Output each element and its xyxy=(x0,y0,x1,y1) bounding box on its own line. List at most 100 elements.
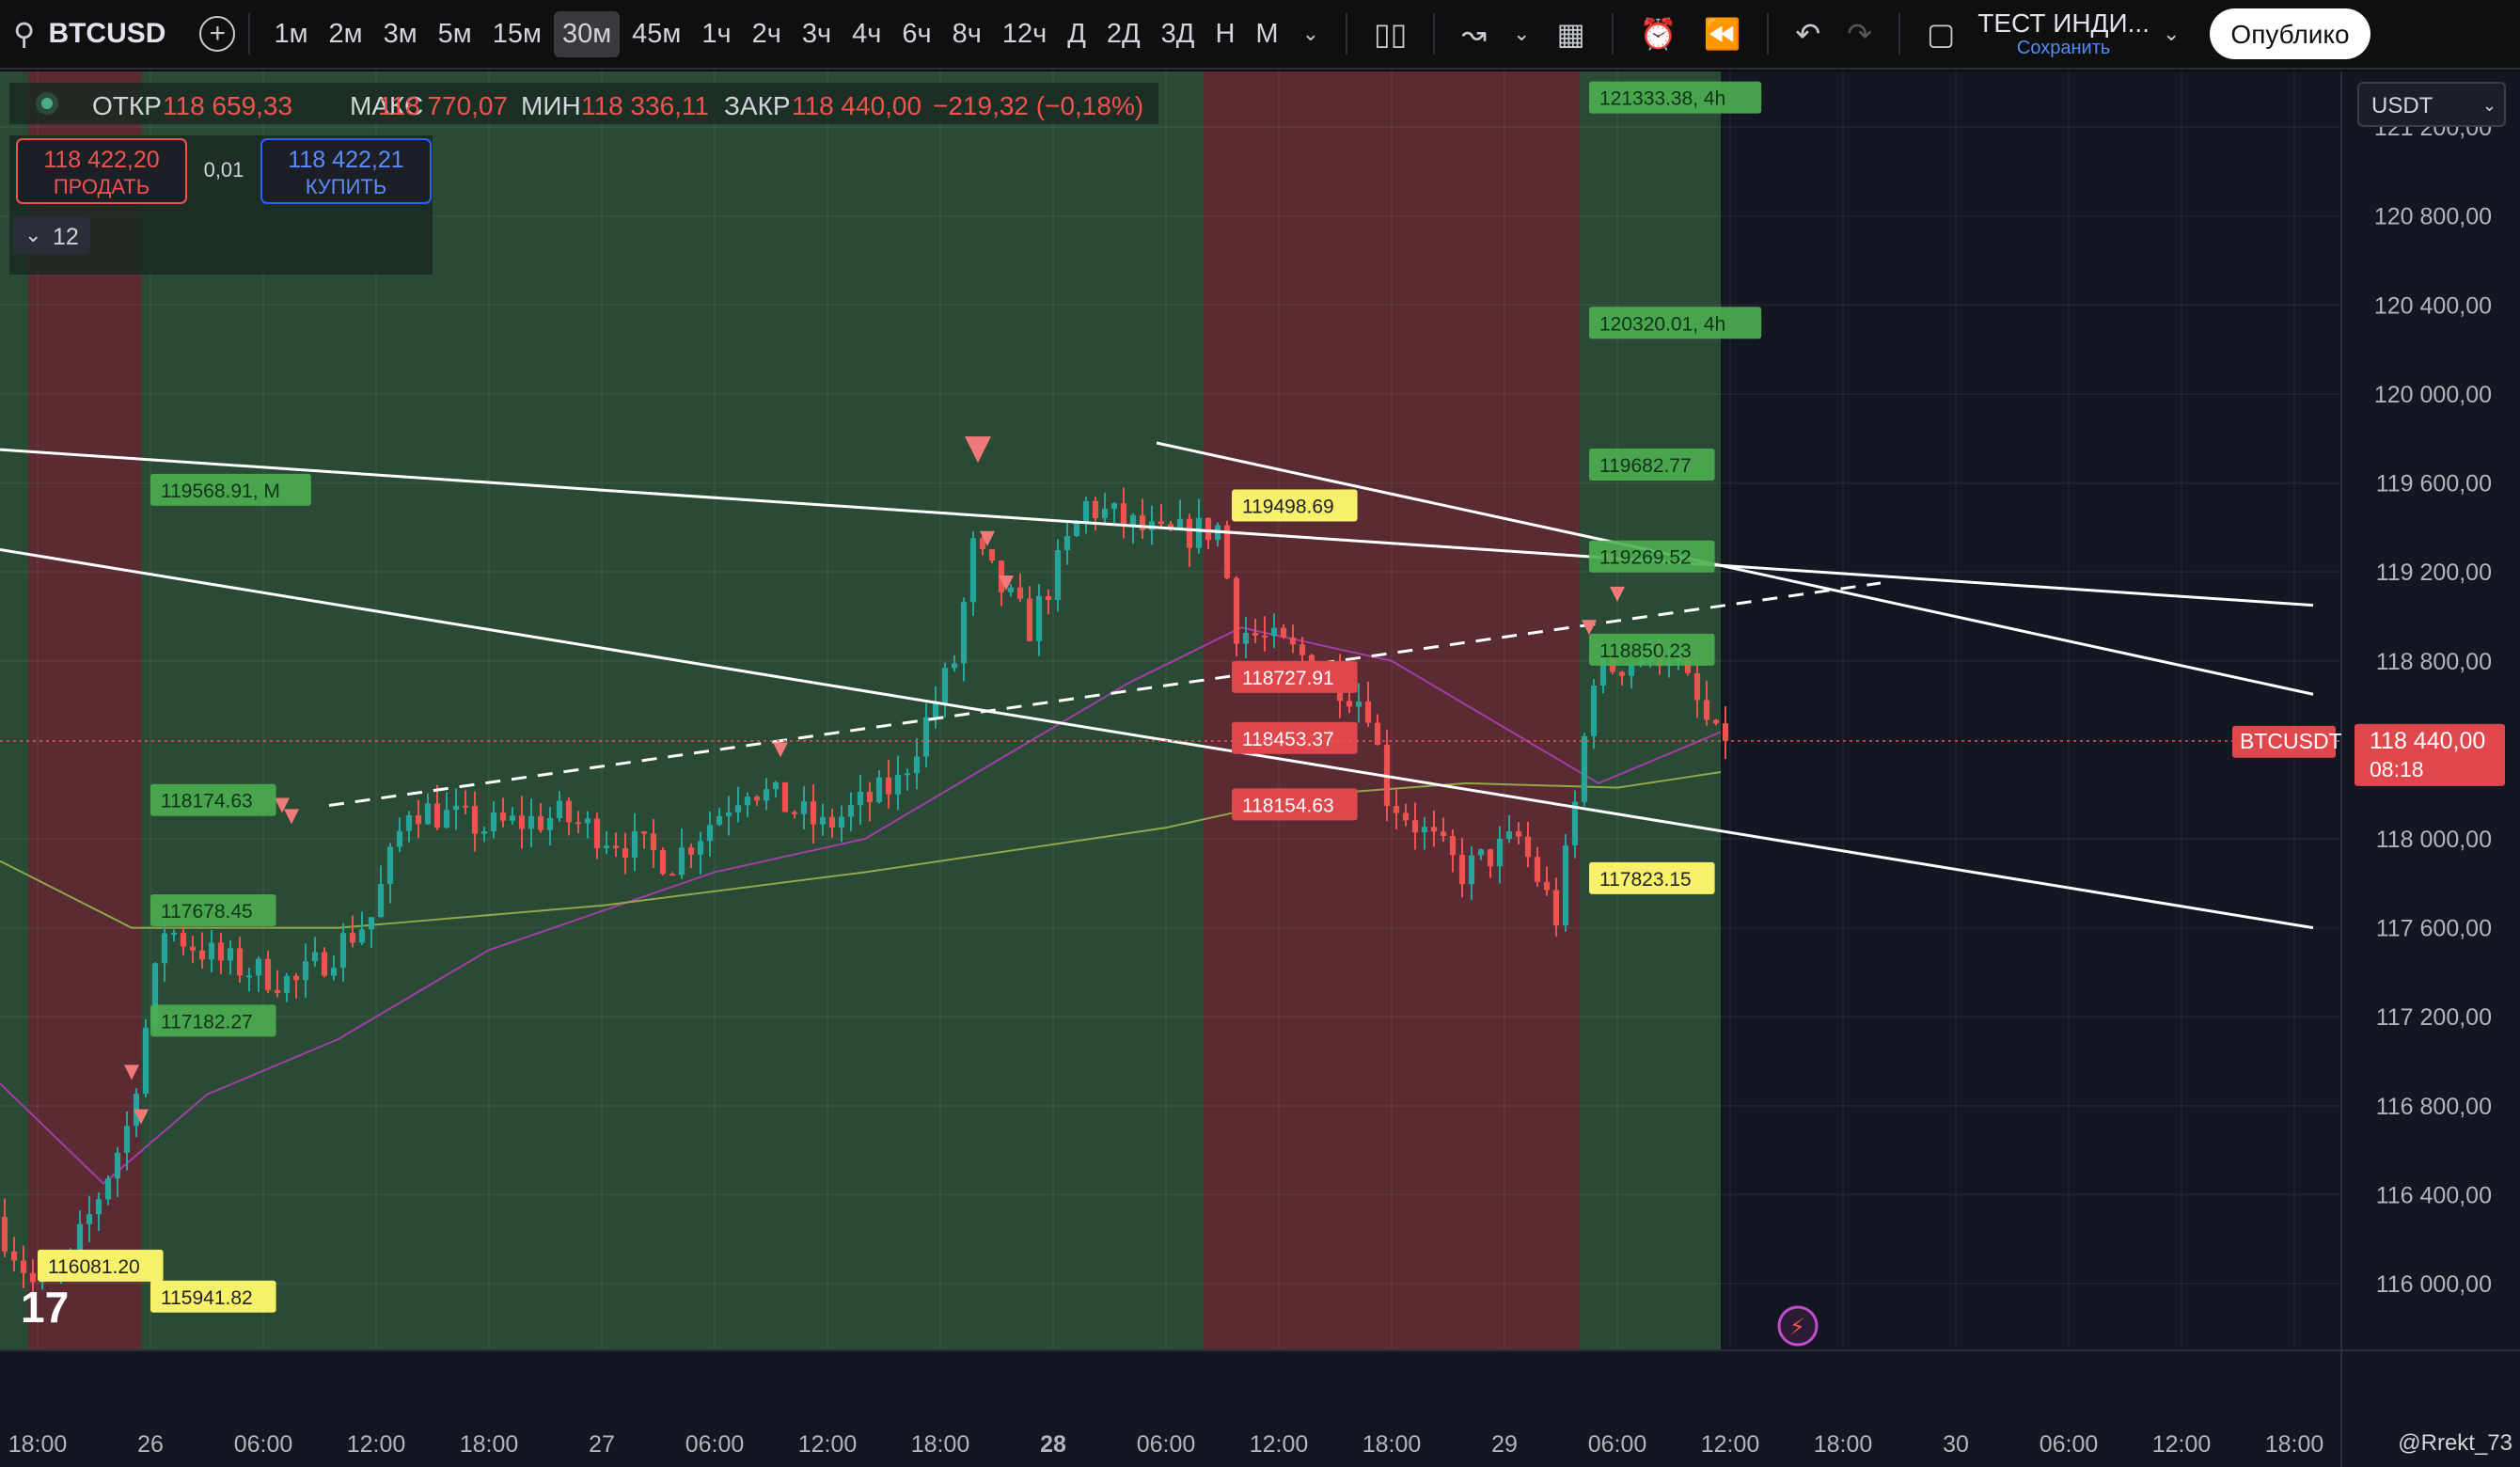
candle-body xyxy=(1496,839,1504,867)
time-tick-label: 29 xyxy=(1491,1431,1518,1458)
timeframe-1[interactable]: 2м xyxy=(328,18,363,49)
candle-body xyxy=(311,952,319,962)
candle-body xyxy=(208,942,215,960)
price-tick-label: 116 800,00 xyxy=(2376,1094,2492,1120)
price-chart[interactable]: 119568.91, M 118174.63 117678.45 117182.27 1… xyxy=(0,71,2520,1467)
candle-body xyxy=(669,874,676,876)
timeframe-13[interactable]: 12ч xyxy=(1001,18,1047,49)
replay-icon[interactable]: ⏪ xyxy=(1703,17,1741,51)
layout-name[interactable]: ТЕСТ ИНДИ... Сохранить xyxy=(1977,8,2150,59)
chevron-down-icon[interactable]: ⌄ xyxy=(1301,22,1319,45)
candle-body xyxy=(1158,521,1165,525)
trendline[interactable] xyxy=(0,448,2314,607)
level-label-box xyxy=(1589,307,1762,339)
time-tick-label: 18:00 xyxy=(1362,1431,1422,1458)
candle-body xyxy=(640,831,648,834)
timeframe-0[interactable]: 1м xyxy=(274,18,308,49)
timeframe-15[interactable]: 2Д xyxy=(1106,18,1141,49)
trendline[interactable] xyxy=(0,548,2314,930)
currency-selector[interactable]: USDT ⌄ xyxy=(2357,82,2506,127)
candle-body xyxy=(1205,517,1212,541)
publish-button[interactable]: Опублико xyxy=(2210,8,2370,59)
candle-body xyxy=(1411,820,1419,833)
indicators-toggle[interactable]: ⌄ 12 xyxy=(13,216,90,254)
level-label-text: 115941.82 xyxy=(161,1287,253,1309)
candles-icon[interactable]: ▯▯ xyxy=(1374,17,1408,51)
last-price-value: 118 440,00 xyxy=(2370,728,2485,754)
trendlines[interactable] xyxy=(0,441,2314,930)
timeframe-2[interactable]: 3м xyxy=(383,18,417,49)
candle-body xyxy=(189,946,197,951)
undo-icon[interactable]: ↶ xyxy=(1795,17,1821,51)
candle-body xyxy=(349,933,356,943)
candle-body xyxy=(932,703,939,718)
candle-body xyxy=(744,797,751,806)
timeframe-11[interactable]: 6ч xyxy=(902,18,932,49)
candle-body xyxy=(321,952,328,976)
time-tick-label: 06:00 xyxy=(1137,1431,1196,1458)
symbol-name[interactable]: BTCUSD xyxy=(48,18,166,49)
candle-body xyxy=(283,975,291,993)
candle-body xyxy=(1,1217,8,1252)
timeframe-4[interactable]: 15м xyxy=(492,18,542,49)
search-icon[interactable]: ⚲ xyxy=(13,17,36,51)
logo-icon: 17 xyxy=(21,1283,69,1332)
candle-body xyxy=(1374,722,1381,745)
layout-title: ТЕСТ ИНДИ... xyxy=(1977,8,2150,38)
candle-body xyxy=(565,800,573,823)
indicators-icon[interactable]: ↝ xyxy=(1461,17,1488,51)
sell-button[interactable]: 118 422,20 ПРОДАТЬ xyxy=(16,138,187,204)
candle-body xyxy=(706,825,714,842)
alert-icon[interactable]: ⏰ xyxy=(1639,17,1677,51)
timeframe-10[interactable]: 4ч xyxy=(852,18,882,49)
level-label-text: 119568.91, M xyxy=(161,481,280,502)
lightning-icon[interactable]: ⚡ xyxy=(1777,1305,1819,1347)
timeframe-7[interactable]: 1ч xyxy=(701,18,732,49)
candle-body xyxy=(1355,701,1362,707)
timeframe-14[interactable]: Д xyxy=(1067,18,1086,49)
timeframe-9[interactable]: 3ч xyxy=(801,18,832,49)
candle-body xyxy=(1120,503,1127,526)
high-label: МАКС xyxy=(350,91,423,120)
candle-body xyxy=(838,816,845,828)
add-symbol-icon[interactable]: + xyxy=(199,16,236,52)
timeframe-17[interactable]: Н xyxy=(1215,18,1236,49)
candle-body xyxy=(368,917,375,930)
time-tick-label: 18:00 xyxy=(911,1431,970,1458)
timeframe-6[interactable]: 45м xyxy=(632,18,682,49)
timeframe-16[interactable]: 3Д xyxy=(1160,18,1195,49)
price-tick-label: 118 800,00 xyxy=(2376,649,2492,675)
layout-icon[interactable]: ▦ xyxy=(1556,17,1585,51)
close-value: 118 440,00 xyxy=(792,91,921,120)
timeframe-18[interactable]: М xyxy=(1255,18,1279,49)
price-tick-label: 120 400,00 xyxy=(2374,292,2492,319)
timeframe-5[interactable]: 30м xyxy=(553,10,621,57)
candle-body xyxy=(697,841,704,855)
candle-body xyxy=(650,833,657,850)
candle-body xyxy=(396,830,403,847)
trendline[interactable] xyxy=(1156,441,2314,696)
redo-icon[interactable]: ↷ xyxy=(1847,17,1873,51)
candle-body xyxy=(452,805,460,811)
buy-button[interactable]: 118 422,21 КУПИТЬ xyxy=(260,138,432,204)
chevron-down-icon[interactable]: ⌄ xyxy=(2162,22,2181,45)
open-label: ОТКР xyxy=(92,91,162,120)
level-label-box xyxy=(150,473,311,506)
candle-body xyxy=(866,791,874,802)
candle-body xyxy=(546,817,554,830)
level-label-box xyxy=(1589,861,1715,894)
time-tick-label: 06:00 xyxy=(685,1431,745,1458)
candle-body xyxy=(1223,525,1231,578)
fullscreen-icon[interactable]: ▢ xyxy=(1927,17,1956,51)
timeframe-8[interactable]: 2ч xyxy=(751,18,781,49)
candle-body xyxy=(584,818,591,824)
candle-body xyxy=(386,846,394,885)
timeframe-12[interactable]: 8ч xyxy=(952,18,982,49)
timeframe-3[interactable]: 5м xyxy=(437,18,472,49)
ma-slow-line xyxy=(0,771,1722,929)
chevron-down-icon[interactable]: ⌄ xyxy=(1513,22,1531,45)
sell-signal-icon xyxy=(124,1065,139,1081)
time-axis[interactable]: 18:00 26 06:00 12:00 18:00 27 06:00 12:00 18:00 2… xyxy=(8,1431,2324,1458)
level-label-text: 121333.38, 4h xyxy=(1599,88,1725,110)
